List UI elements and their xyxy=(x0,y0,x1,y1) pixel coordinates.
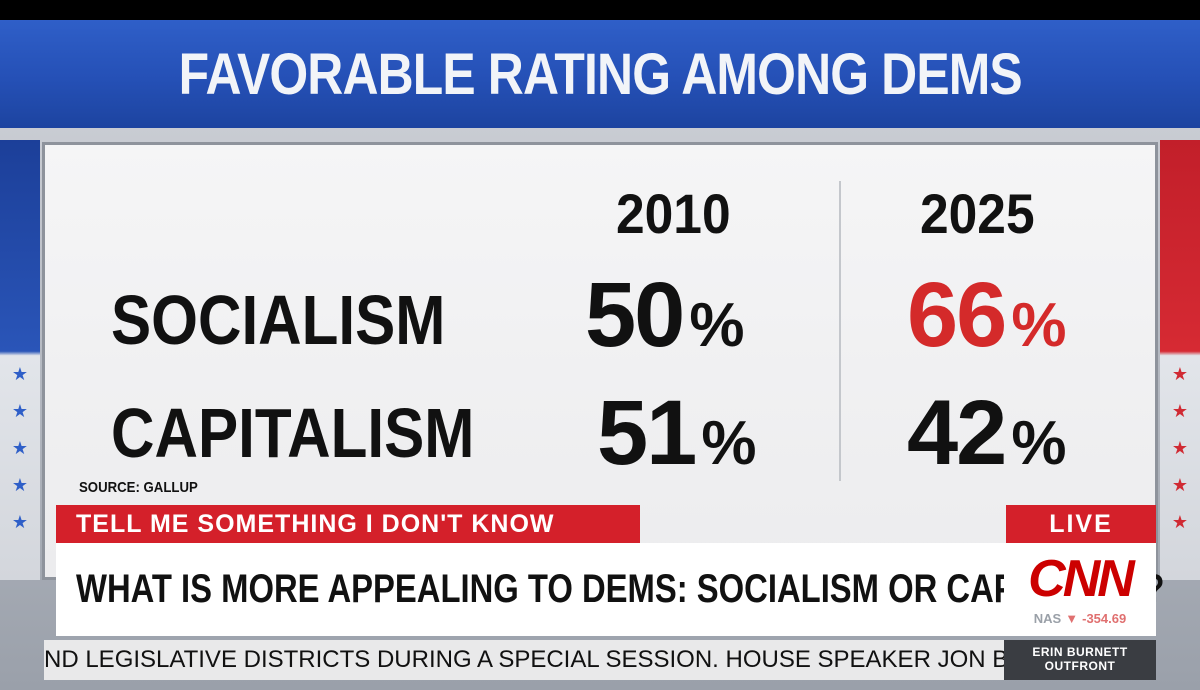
cnn-logo-icon: CNN xyxy=(1028,550,1135,608)
network-logo-box: CNN NAS ▼ -354.69 xyxy=(1004,543,1156,636)
star-icon: ★ xyxy=(1171,438,1189,458)
year-header-2010: 2010 xyxy=(615,182,731,245)
star-icon: ★ xyxy=(11,438,29,458)
capitalism-2010-value: 51 % xyxy=(597,381,756,486)
show-name-bug: ERIN BURNETT OUTFRONT xyxy=(1004,640,1156,680)
show-name-line-2: OUTFRONT xyxy=(1044,659,1116,673)
socialism-2025-value: 66 % xyxy=(907,263,1066,368)
star-icon: ★ xyxy=(1171,512,1189,532)
stock-change: -354.69 xyxy=(1082,611,1127,626)
star-icon: ★ xyxy=(11,475,29,495)
stock-ticker: NAS ▼ -354.69 xyxy=(1034,611,1126,626)
row-label-capitalism: CAPITALISM xyxy=(111,394,475,472)
left-side-panel xyxy=(0,140,40,580)
star-icon: ★ xyxy=(11,401,29,421)
year-header-2025: 2025 xyxy=(919,182,1035,245)
right-side-panel xyxy=(1160,140,1200,580)
left-star-column: ★ ★ ★ ★ ★ xyxy=(0,365,40,531)
segment-tag: TELL ME SOMETHING I DON'T KNOW xyxy=(56,505,640,543)
star-icon: ★ xyxy=(1171,364,1189,384)
crawl-text: ND LEGISLATIVE DISTRICTS DURING A SPECIA… xyxy=(44,646,1004,673)
news-crawl: ND LEGISLATIVE DISTRICTS DURING A SPECIA… xyxy=(44,640,1004,680)
stock-index: NAS xyxy=(1033,611,1062,626)
star-icon: ★ xyxy=(1171,401,1189,421)
graphic-title: FAVORABLE RATING AMONG DEMS xyxy=(178,41,1022,107)
star-icon: ★ xyxy=(1171,475,1189,495)
percent-sign: % xyxy=(1011,409,1067,478)
show-name-line-1: ERIN BURNETT xyxy=(1032,645,1128,660)
capitalism-2025-value: 42 % xyxy=(907,381,1066,486)
value-number: 66 xyxy=(907,264,1007,366)
star-icon: ★ xyxy=(11,512,29,532)
percent-sign: % xyxy=(701,409,757,478)
headline-bar: WHAT IS MORE APPEALING TO DEMS: SOCIALIS… xyxy=(56,543,1164,636)
live-label: LIVE xyxy=(1049,509,1113,538)
star-icon: ★ xyxy=(11,364,29,384)
value-number: 51 xyxy=(597,382,697,484)
down-arrow-icon: ▼ xyxy=(1065,611,1079,626)
value-number: 50 xyxy=(585,264,685,366)
title-banner: FAVORABLE RATING AMONG DEMS xyxy=(0,20,1200,128)
row-label-socialism: SOCIALISM xyxy=(111,281,446,359)
source-credit: SOURCE: GALLUP xyxy=(79,479,198,496)
letterbox-top xyxy=(0,0,1200,20)
percent-sign: % xyxy=(1011,291,1067,360)
headline-text: WHAT IS MORE APPEALING TO DEMS: SOCIALIS… xyxy=(76,567,1165,611)
value-number: 42 xyxy=(907,382,1007,484)
socialism-2010-value: 50 % xyxy=(585,263,744,368)
segment-label: TELL ME SOMETHING I DON'T KNOW xyxy=(76,509,555,538)
column-divider xyxy=(839,181,841,481)
live-badge: LIVE xyxy=(1006,505,1156,543)
right-star-column: ★ ★ ★ ★ ★ xyxy=(1160,365,1200,531)
percent-sign: % xyxy=(689,291,745,360)
